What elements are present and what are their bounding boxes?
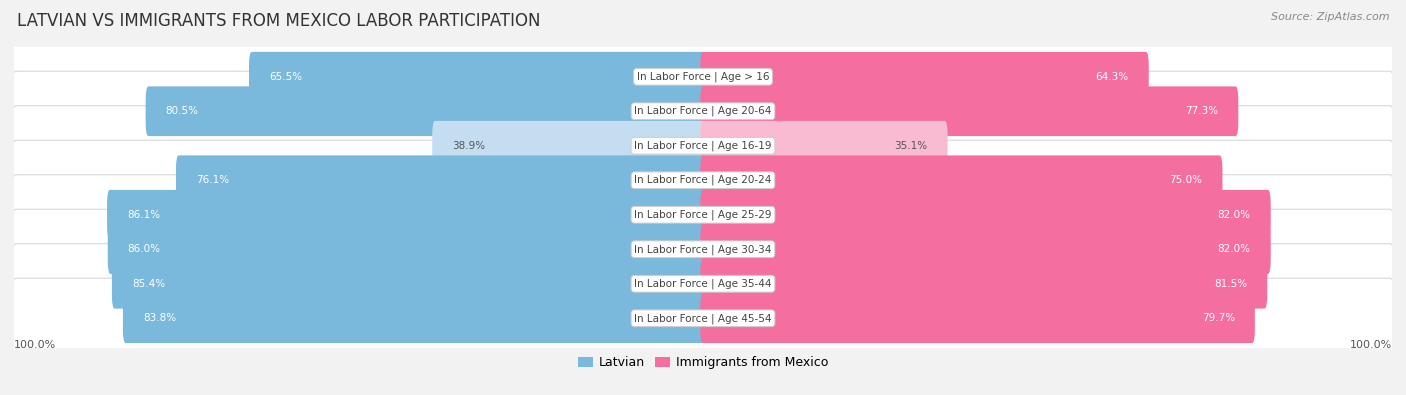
Legend: Latvian, Immigrants from Mexico: Latvian, Immigrants from Mexico [572, 352, 834, 374]
FancyBboxPatch shape [11, 140, 1395, 220]
FancyBboxPatch shape [108, 224, 706, 274]
FancyBboxPatch shape [11, 209, 1395, 289]
FancyBboxPatch shape [122, 293, 706, 343]
FancyBboxPatch shape [249, 52, 706, 102]
Text: 86.0%: 86.0% [128, 244, 160, 254]
FancyBboxPatch shape [700, 259, 1267, 308]
Text: In Labor Force | Age 20-64: In Labor Force | Age 20-64 [634, 106, 772, 117]
Text: 100.0%: 100.0% [1350, 340, 1392, 350]
Text: 75.0%: 75.0% [1170, 175, 1202, 185]
FancyBboxPatch shape [11, 244, 1395, 324]
Text: LATVIAN VS IMMIGRANTS FROM MEXICO LABOR PARTICIPATION: LATVIAN VS IMMIGRANTS FROM MEXICO LABOR … [17, 12, 540, 30]
Text: In Labor Force | Age 35-44: In Labor Force | Age 35-44 [634, 278, 772, 289]
FancyBboxPatch shape [11, 175, 1395, 255]
Text: 38.9%: 38.9% [453, 141, 485, 151]
FancyBboxPatch shape [700, 155, 1222, 205]
Text: In Labor Force | Age 25-29: In Labor Force | Age 25-29 [634, 209, 772, 220]
Text: In Labor Force | Age 30-34: In Labor Force | Age 30-34 [634, 244, 772, 254]
FancyBboxPatch shape [700, 190, 1271, 240]
FancyBboxPatch shape [700, 52, 1149, 102]
Text: In Labor Force | Age 16-19: In Labor Force | Age 16-19 [634, 141, 772, 151]
Text: 85.4%: 85.4% [132, 279, 165, 289]
FancyBboxPatch shape [432, 121, 706, 171]
FancyBboxPatch shape [107, 190, 706, 240]
Text: 82.0%: 82.0% [1218, 244, 1251, 254]
Text: 83.8%: 83.8% [143, 313, 176, 323]
FancyBboxPatch shape [11, 37, 1395, 117]
Text: 65.5%: 65.5% [269, 72, 302, 82]
Text: 100.0%: 100.0% [14, 340, 56, 350]
Text: 80.5%: 80.5% [166, 106, 198, 116]
FancyBboxPatch shape [700, 293, 1254, 343]
FancyBboxPatch shape [11, 71, 1395, 151]
Text: 35.1%: 35.1% [894, 141, 928, 151]
Text: 81.5%: 81.5% [1215, 279, 1247, 289]
FancyBboxPatch shape [700, 87, 1239, 136]
Text: 76.1%: 76.1% [195, 175, 229, 185]
Text: 64.3%: 64.3% [1095, 72, 1129, 82]
Text: Source: ZipAtlas.com: Source: ZipAtlas.com [1271, 12, 1389, 22]
Text: 77.3%: 77.3% [1185, 106, 1219, 116]
Text: In Labor Force | Age > 16: In Labor Force | Age > 16 [637, 71, 769, 82]
Text: 79.7%: 79.7% [1202, 313, 1234, 323]
FancyBboxPatch shape [112, 259, 706, 308]
FancyBboxPatch shape [700, 224, 1271, 274]
Text: 86.1%: 86.1% [127, 210, 160, 220]
FancyBboxPatch shape [176, 155, 706, 205]
FancyBboxPatch shape [11, 106, 1395, 186]
FancyBboxPatch shape [700, 121, 948, 171]
FancyBboxPatch shape [146, 87, 706, 136]
Text: In Labor Force | Age 45-54: In Labor Force | Age 45-54 [634, 313, 772, 324]
Text: In Labor Force | Age 20-24: In Labor Force | Age 20-24 [634, 175, 772, 186]
Text: 82.0%: 82.0% [1218, 210, 1251, 220]
FancyBboxPatch shape [11, 278, 1395, 358]
